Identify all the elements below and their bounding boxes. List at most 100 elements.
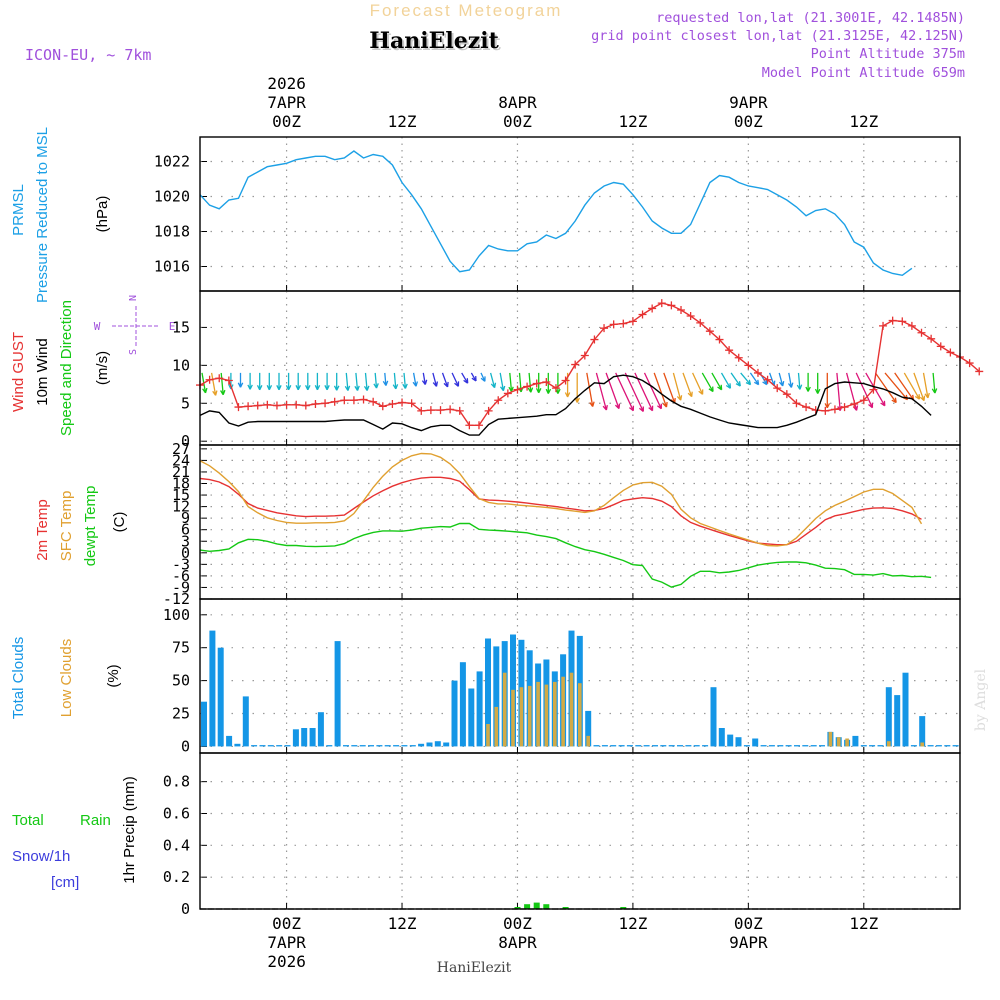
wind-arrow [412, 372, 419, 387]
total-cloud-bar [585, 710, 592, 747]
total-cloud-bar [693, 745, 700, 747]
wind-arrow [814, 372, 821, 394]
precip-grid [200, 753, 960, 910]
total-cloud-bar [418, 743, 425, 747]
time-label-bottom: 12Z [388, 914, 417, 933]
low-cloud-bar [845, 738, 849, 747]
ytick-label: -3 [172, 555, 190, 573]
ytick-label: 21 [172, 463, 190, 481]
gust-point [638, 310, 647, 319]
total-cloud-bar [685, 745, 692, 747]
wind-axis-title-dir: Speed and Direction [58, 300, 75, 436]
gust-point [369, 397, 378, 406]
total-cloud-bar [476, 671, 483, 747]
time-label-top: 00Z [503, 112, 532, 131]
station-title-front: HaniElezit [369, 28, 499, 54]
ytick-label: 0.4 [163, 836, 190, 854]
wind-arrow [643, 372, 662, 410]
gust-point [936, 342, 945, 351]
gust-point [830, 405, 839, 414]
wind-arrow [373, 372, 379, 389]
wind-arrow [874, 372, 897, 404]
gust-point [792, 399, 801, 408]
wind-ylabel: (m/s) [94, 351, 111, 385]
total-cloud-bar [643, 745, 650, 747]
gust-point [215, 374, 224, 383]
compass-w: W [94, 320, 101, 333]
precip-title-cm: [cm] [51, 874, 79, 891]
total-cloud-bar [927, 745, 934, 747]
ytick-label: 1022 [154, 153, 190, 171]
total-cloud-bar [351, 745, 358, 747]
wind-axis-title-gust: Wind GUST [10, 332, 27, 412]
wind-arrow [305, 372, 311, 391]
low-cloud-bar [836, 737, 841, 747]
low-cloud-bar [553, 681, 557, 747]
gust-point [465, 421, 474, 430]
gust-point [696, 318, 705, 327]
wind-arrow [672, 372, 683, 401]
total-cloud-bar [601, 745, 608, 747]
gust-point [407, 399, 416, 408]
wind-series [196, 299, 984, 436]
gust-point [580, 351, 589, 360]
wind-arrow [432, 372, 439, 387]
wind-arrow [778, 372, 785, 387]
ytick-label: 0.2 [163, 868, 190, 886]
gust-point [455, 406, 464, 415]
wind-arrow [451, 372, 460, 387]
wind-arrow [266, 372, 273, 391]
gust-point [349, 396, 358, 405]
precip-title-snow: Snow/1h [12, 848, 70, 865]
ytick-label: 10 [172, 356, 190, 374]
clouds-grid [200, 599, 960, 753]
ytick-label: 100 [163, 606, 190, 624]
low-cloud-bar [586, 735, 590, 747]
gust-point [600, 324, 609, 333]
wind-arrow [922, 372, 930, 399]
gust-point [330, 397, 339, 406]
gust-point [859, 396, 868, 405]
total-cloud-bar [635, 745, 642, 747]
series-line-wind-gust [199, 302, 980, 426]
gust-point [388, 400, 397, 409]
gust-point [773, 384, 782, 393]
wind-arrow [402, 372, 408, 389]
low-cloud-bar [519, 687, 524, 747]
ytick-label: 3 [181, 532, 190, 550]
gust-point [542, 378, 551, 387]
wind-arrow [441, 372, 449, 388]
ytick-label: 0 [181, 737, 190, 755]
precip-title-total: Total [12, 812, 44, 829]
closest-coords: grid point closest lon,lat (21.3125E, 42… [591, 28, 965, 44]
gust-point [561, 376, 570, 385]
gust-point [398, 398, 407, 407]
wind-arrow [605, 372, 621, 410]
gust-point [426, 406, 435, 415]
total-cloud-bar [626, 745, 633, 747]
low-cloud-bar [502, 672, 507, 747]
gust-point [551, 384, 560, 393]
gust-point [782, 390, 791, 399]
clouds-bars [201, 630, 959, 747]
series-line-2m-temp [199, 476, 922, 546]
gust-point [744, 361, 753, 370]
total-cloud-bar [251, 745, 258, 747]
ytick-label: 25 [172, 705, 190, 723]
time-label-bottom: 00Z [272, 914, 301, 933]
gust-point [311, 400, 320, 409]
ytick-label: -6 [172, 567, 190, 585]
rain-bar [620, 907, 627, 909]
total-cloud-bar [426, 742, 433, 747]
model-altitude: Model Point Altitude 659m [762, 65, 965, 81]
total-cloud-bar [468, 688, 475, 747]
total-cloud-bar [209, 630, 216, 747]
ytick-label: 0 [181, 544, 190, 562]
gust-point [292, 400, 301, 409]
total-cloud-bar [593, 745, 600, 747]
wind-arrow [276, 372, 282, 391]
wind-arrow [421, 372, 428, 385]
total-cloud-bar [660, 745, 667, 747]
total-cloud-bar [877, 745, 884, 747]
